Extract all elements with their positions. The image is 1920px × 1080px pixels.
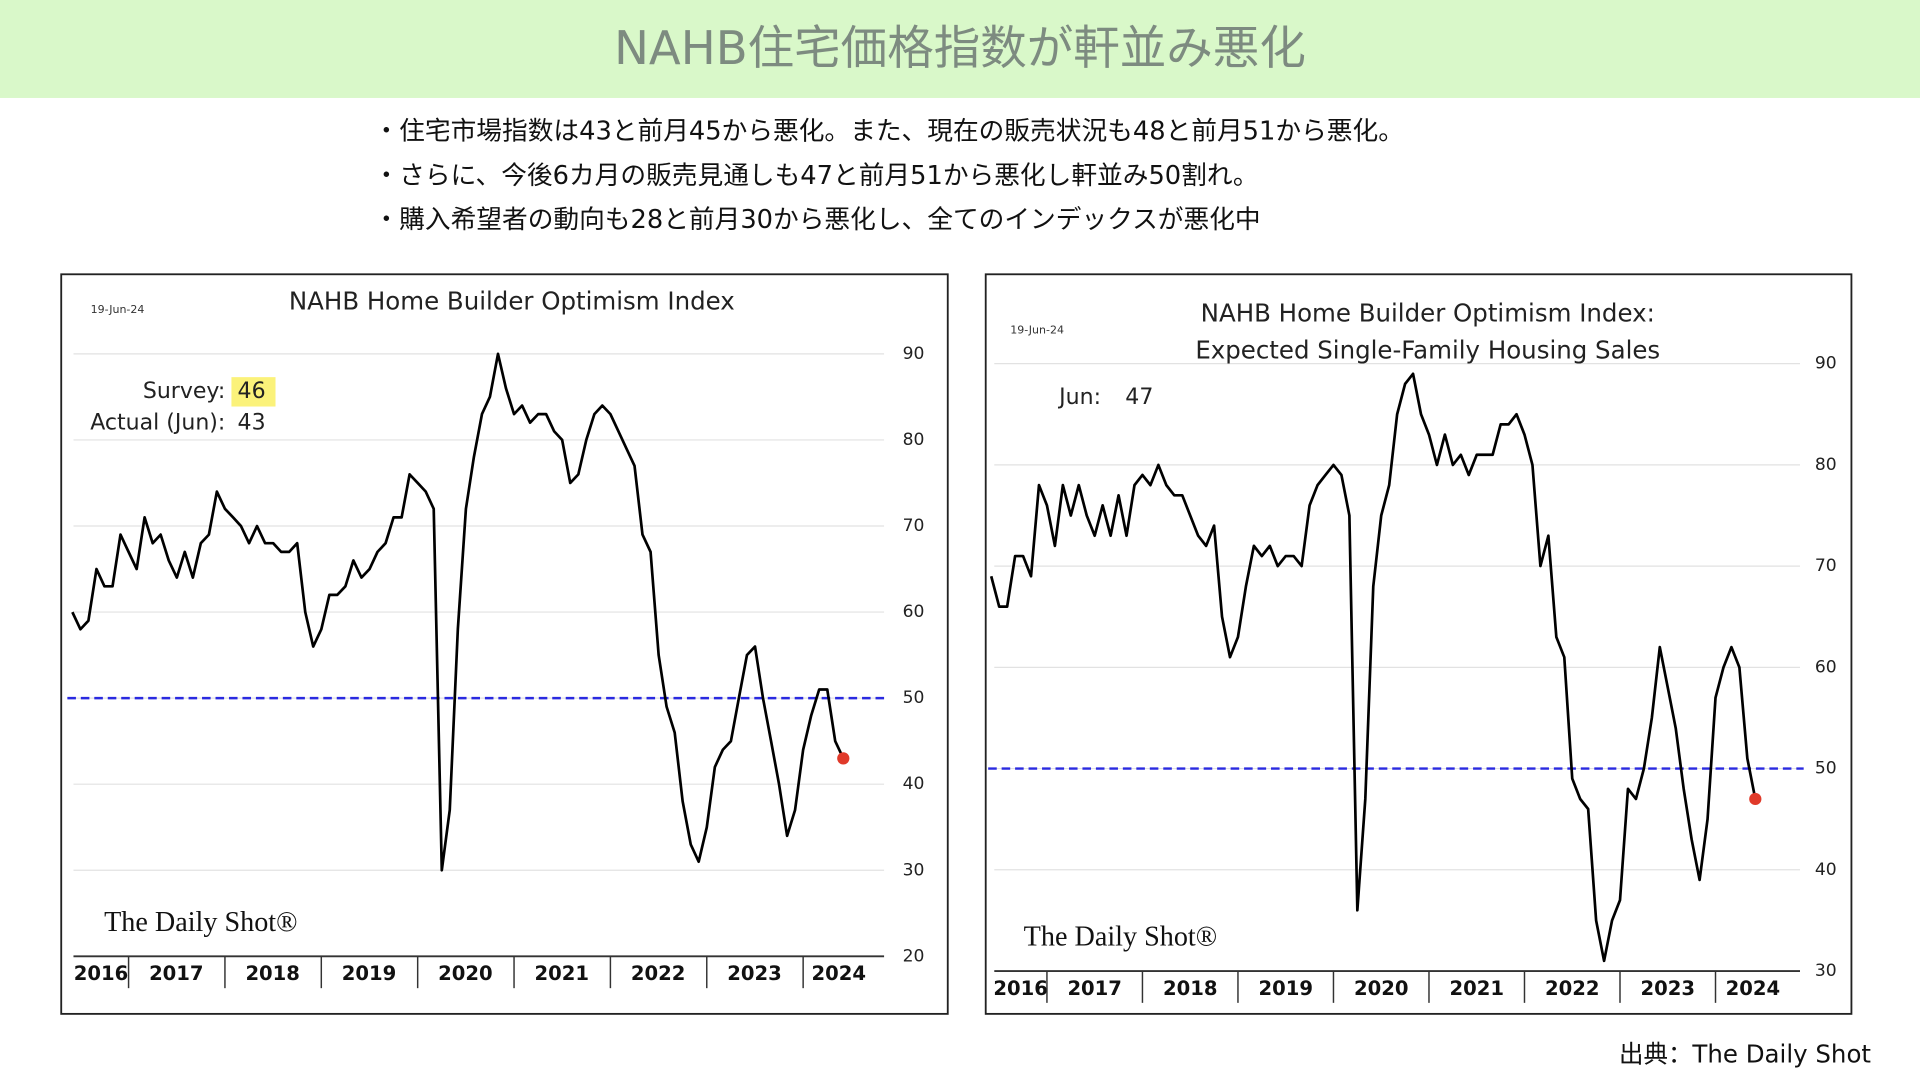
header-band (0, 0, 1920, 98)
x-tick-label: 2023 (727, 962, 782, 985)
data-line (71, 352, 845, 872)
y-tick-label: 50 (903, 688, 925, 708)
source: 出典：The Daily Shot (1619, 1040, 1871, 1069)
x-tick-label: 2016 (74, 962, 129, 985)
chart-title: NAHB Home Builder Optimism Index (289, 286, 735, 315)
x-tick-label: 2023 (1641, 977, 1696, 1000)
annotation-value: 43 (238, 411, 266, 436)
y-tick-label: 90 (1815, 354, 1837, 374)
latest-marker (1749, 792, 1762, 806)
highlight (231, 377, 276, 407)
x-tick-label: 2020 (438, 962, 493, 985)
x-tick-label: 2021 (1449, 977, 1503, 1000)
y-tick-label: 20 (903, 946, 925, 966)
x-tick-label: 2016 (993, 977, 1048, 1000)
bullet: ・さらに、今後6カ月の販売見通しも47と前月51から悪化し軒並み50割れ。 (373, 161, 1258, 191)
x-tick-label: 2017 (149, 962, 204, 985)
annotation-value: 47 (1125, 385, 1153, 410)
x-tick-label: 2020 (1354, 977, 1409, 1000)
logo: The Daily Shot® (104, 907, 297, 938)
chart-title: NAHB Home Builder Optimism Index: (1201, 299, 1655, 328)
latest-marker (837, 752, 850, 765)
bullet: ・購入希望者の動向も28と前月30から悪化し、全てのインデックスが悪化中 (373, 205, 1260, 235)
x-tick-label: 2024 (1726, 977, 1781, 1000)
y-tick-label: 90 (903, 344, 925, 364)
header-title: NAHB住宅価格指数が軒並み悪化 (614, 21, 1306, 75)
chart-date: 19-Jun-24 (1010, 324, 1064, 337)
x-tick-label: 2019 (1258, 977, 1312, 1000)
bullet: ・住宅市場指数は43と前月45から悪化。また、現在の販売状況も48と前月51から… (373, 117, 1403, 147)
y-tick-label: 40 (1815, 860, 1837, 880)
y-tick-label: 70 (903, 516, 925, 536)
x-tick-label: 2022 (1545, 977, 1600, 1000)
annotation-label: Jun: (1057, 385, 1101, 410)
y-tick-label: 80 (903, 430, 925, 450)
chart-title: Expected Single-Family Housing Sales (1195, 335, 1660, 364)
y-tick-label: 50 (1815, 759, 1837, 779)
chart: 20 30 40 50 60 70 80 90 2016 2017 2018 2019 2020 2021… (60, 273, 949, 1015)
data-line (989, 372, 1757, 963)
chart-frame (60, 273, 949, 1015)
y-tick-label: 30 (1815, 961, 1837, 981)
x-tick-label: 2022 (631, 962, 686, 985)
y-tick-label: 70 (1815, 556, 1837, 576)
x-tick-label: 2018 (1163, 977, 1218, 1000)
annotation-value: 46 (238, 379, 266, 404)
y-tick-label: 60 (903, 602, 925, 622)
y-tick-label: 60 (1815, 657, 1837, 677)
annotation-label: Survey: (143, 379, 225, 404)
annotation-label: Actual (Jun): (90, 411, 225, 436)
x-tick-label: 2017 (1067, 977, 1122, 1000)
y-tick-label: 80 (1815, 455, 1837, 475)
chart-date: 19-Jun-24 (91, 303, 145, 316)
x-tick-label: 2019 (342, 962, 397, 985)
x-tick-label: 2021 (535, 962, 590, 985)
chart-frame (984, 273, 1853, 1015)
y-tick-label: 40 (903, 774, 925, 794)
x-tick-label: 2024 (811, 962, 866, 985)
x-tick-label: 2018 (245, 962, 300, 985)
chart: 30 40 50 60 70 80 90 2016 2017 2018 2019 2020 2021 20… (984, 273, 1853, 1015)
logo: The Daily Shot® (1024, 922, 1217, 953)
y-tick-label: 30 (903, 860, 925, 880)
